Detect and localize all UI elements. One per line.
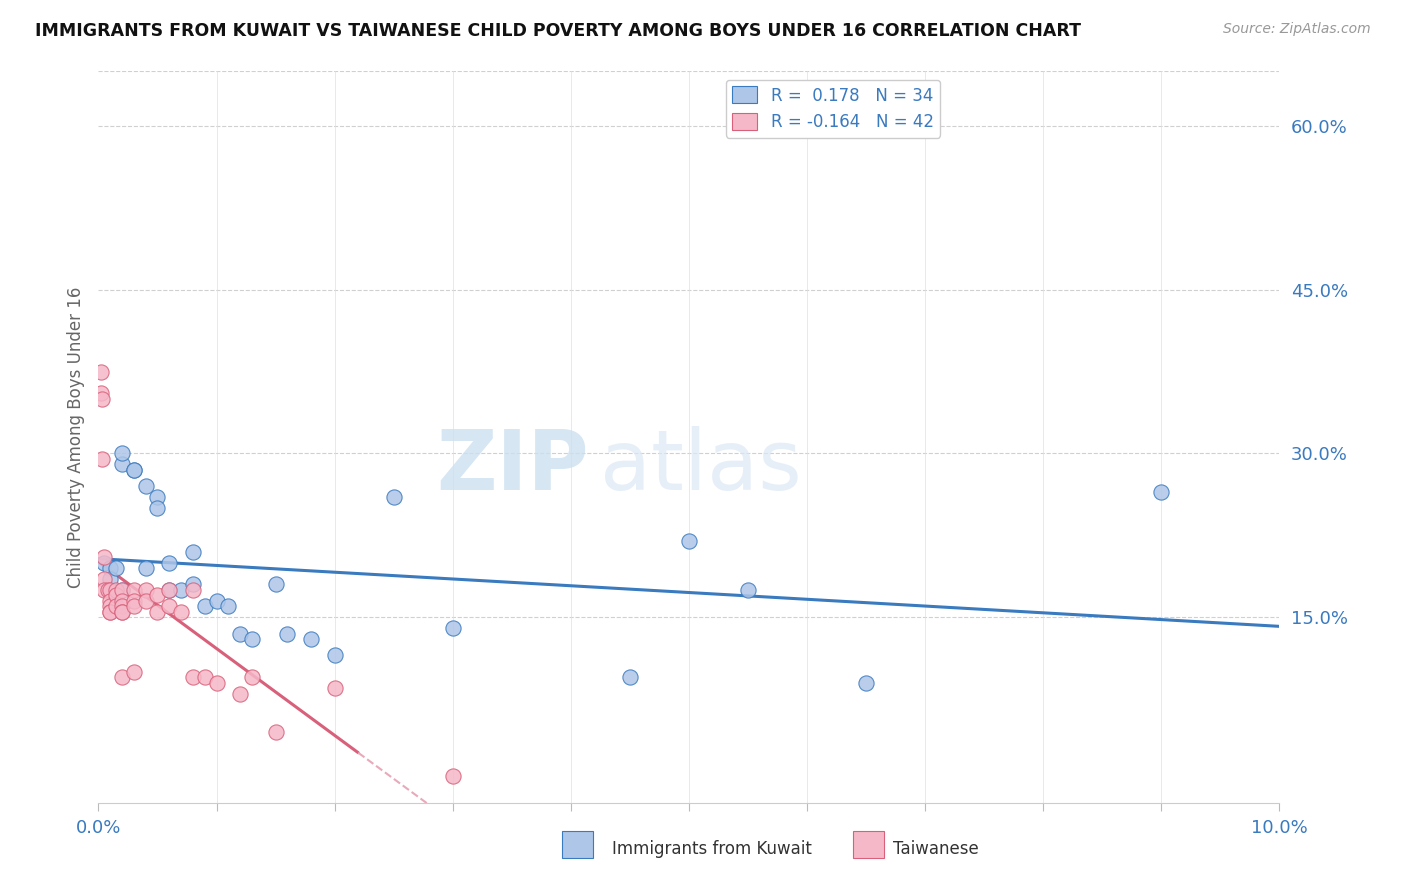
Point [264, 577, 287, 591]
Point [122, 463, 145, 477]
Point [135, 479, 157, 493]
Point [229, 626, 252, 640]
Point [181, 577, 204, 591]
Point [146, 490, 169, 504]
Point [111, 670, 134, 684]
Point [323, 648, 346, 663]
Point [240, 632, 263, 646]
Point [157, 582, 180, 597]
Point [146, 605, 169, 619]
Point [122, 582, 145, 597]
Point [170, 605, 193, 619]
Point [619, 670, 641, 684]
Point [91, 451, 114, 466]
Point [181, 545, 204, 559]
Point [240, 670, 263, 684]
Point [105, 599, 128, 614]
Text: Taiwanese: Taiwanese [893, 840, 979, 858]
Point [122, 599, 145, 614]
Point [205, 675, 228, 690]
Point [737, 582, 759, 597]
Text: atlas: atlas [600, 425, 801, 507]
Point [105, 582, 128, 597]
Point [122, 665, 145, 679]
Point [105, 588, 128, 602]
Point [181, 670, 204, 684]
Point [1150, 484, 1173, 499]
Point [90, 386, 112, 401]
Point [441, 621, 464, 635]
Point [111, 446, 134, 460]
Point [93, 582, 115, 597]
Point [98, 599, 121, 614]
Point [111, 582, 134, 597]
Point [276, 626, 298, 640]
Point [98, 572, 121, 586]
Point [181, 582, 204, 597]
Point [135, 582, 157, 597]
Point [93, 556, 115, 570]
Point [91, 392, 114, 406]
Point [323, 681, 346, 695]
Point [98, 594, 121, 608]
Point [157, 556, 180, 570]
Point [217, 599, 239, 614]
Point [122, 594, 145, 608]
Point [111, 605, 134, 619]
Y-axis label: Child Poverty Among Boys Under 16: Child Poverty Among Boys Under 16 [66, 286, 84, 588]
Point [135, 594, 157, 608]
Text: ZIP: ZIP [436, 425, 589, 507]
Point [205, 594, 228, 608]
Point [441, 768, 464, 782]
Point [111, 594, 134, 608]
Point [264, 724, 287, 739]
Point [157, 599, 180, 614]
Point [194, 599, 217, 614]
Point [93, 550, 115, 565]
Point [93, 572, 115, 586]
Point [98, 605, 121, 619]
Text: IMMIGRANTS FROM KUWAIT VS TAIWANESE CHILD POVERTY AMONG BOYS UNDER 16 CORRELATIO: IMMIGRANTS FROM KUWAIT VS TAIWANESE CHIL… [35, 22, 1081, 40]
Point [146, 501, 169, 516]
Point [194, 670, 217, 684]
Point [90, 365, 112, 379]
Point [146, 588, 169, 602]
Legend: R =  0.178   N = 34, R = -0.164   N = 42: R = 0.178 N = 34, R = -0.164 N = 42 [725, 79, 941, 137]
Point [170, 582, 193, 597]
Point [111, 582, 134, 597]
Point [111, 599, 134, 614]
Point [111, 605, 134, 619]
Point [135, 561, 157, 575]
Text: Source: ZipAtlas.com: Source: ZipAtlas.com [1223, 22, 1371, 37]
Point [98, 582, 121, 597]
Point [111, 458, 134, 472]
Point [122, 463, 145, 477]
Point [98, 605, 121, 619]
Point [678, 533, 700, 548]
Point [382, 490, 405, 504]
Point [105, 561, 128, 575]
Text: Immigrants from Kuwait: Immigrants from Kuwait [612, 840, 811, 858]
Point [855, 675, 877, 690]
Point [157, 582, 180, 597]
Point [98, 561, 121, 575]
Point [97, 582, 120, 597]
Point [229, 687, 252, 701]
Point [299, 632, 322, 646]
